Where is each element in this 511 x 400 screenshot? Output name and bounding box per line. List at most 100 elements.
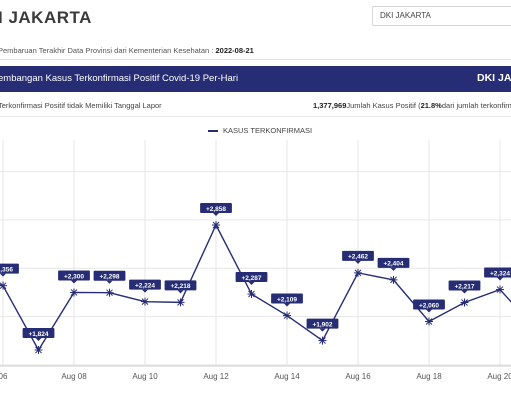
data-label: +2,218 bbox=[170, 283, 190, 290]
data-point bbox=[389, 275, 398, 284]
last-update-line: Pembaruan Terakhir Data Provinsi dari Ke… bbox=[0, 46, 254, 55]
data-label: +2,404 bbox=[383, 261, 403, 268]
point-marker bbox=[0, 282, 7, 290]
legend-swatch bbox=[208, 129, 218, 132]
total-positive-count: 1,377,969 bbox=[313, 101, 347, 110]
chart-banner-title: embangan Kasus Terkonfirmasi Positif Cov… bbox=[0, 73, 239, 84]
data-label-pointer bbox=[0, 273, 6, 277]
data-point bbox=[0, 281, 7, 290]
point-marker bbox=[425, 318, 433, 325]
data-label-box bbox=[448, 280, 481, 291]
data-label-pointer bbox=[497, 277, 503, 281]
data-label: +2,217 bbox=[454, 283, 474, 290]
point-marker bbox=[496, 286, 504, 293]
data-label: +2,462 bbox=[348, 254, 368, 261]
point-marker bbox=[106, 289, 113, 297]
point-marker bbox=[354, 269, 362, 277]
total-positive-label: Jumlah Kasus Positif ( bbox=[346, 101, 421, 110]
data-label-box bbox=[164, 280, 197, 291]
data-point bbox=[70, 288, 78, 297]
point-marker bbox=[248, 290, 255, 298]
data-label-pointer bbox=[213, 213, 219, 216]
data-label-pointer bbox=[319, 328, 326, 332]
total-positive-summary: 1,377,969Jumlah Kasus Positif (21.8%dari… bbox=[313, 101, 511, 110]
positive-percent-label: dari jumlah terkonfirmasi bbox=[441, 101, 511, 110]
data-label-pointer bbox=[248, 282, 255, 286]
data-label: +2,300 bbox=[64, 273, 84, 280]
data-label: +2,858 bbox=[206, 206, 226, 213]
data-label-box bbox=[58, 270, 90, 281]
x-tick-label: Aug 10 bbox=[132, 372, 158, 381]
data-label: +1,902 bbox=[312, 321, 332, 328]
data-label-pointer bbox=[35, 338, 42, 341]
data-point bbox=[176, 298, 185, 307]
data-point bbox=[318, 336, 327, 345]
data-label-pointer bbox=[142, 289, 148, 293]
point-marker bbox=[283, 312, 291, 319]
x-tick-label: 06 bbox=[0, 372, 8, 381]
data-label-pointer bbox=[106, 280, 113, 284]
data-label-box bbox=[93, 270, 126, 281]
chart-banner: embangan Kasus Terkonfirmasi Positif Cov… bbox=[0, 66, 511, 92]
data-label: +2,287 bbox=[241, 275, 261, 282]
point-marker bbox=[212, 221, 220, 229]
data-point bbox=[283, 311, 291, 320]
data-label: +2,324 bbox=[490, 270, 510, 277]
data-point bbox=[496, 285, 504, 294]
data-point bbox=[212, 221, 220, 229]
data-label-pointer bbox=[355, 260, 361, 264]
point-marker bbox=[70, 289, 78, 296]
data-label-box bbox=[129, 279, 161, 290]
data-label-pointer bbox=[177, 290, 184, 294]
data-label: +2,060 bbox=[419, 302, 439, 309]
data-label-box bbox=[377, 257, 410, 268]
data-point bbox=[425, 317, 433, 326]
data-label-box bbox=[235, 272, 268, 283]
data-label-pointer bbox=[461, 290, 468, 294]
data-label: +2,298 bbox=[99, 273, 119, 280]
last-update-label: Pembaruan Terakhir Data Provinsi dari Ke… bbox=[0, 46, 216, 55]
data-label-pointer bbox=[71, 280, 77, 284]
data-label-pointer bbox=[284, 303, 290, 307]
unreported-date-note: Terkonfirmasi Positif tidak Memiliki Tan… bbox=[0, 101, 162, 110]
positive-percent: 21.8% bbox=[420, 101, 442, 110]
data-label-box bbox=[22, 328, 55, 338]
data-point bbox=[105, 288, 114, 297]
data-label: +1,824 bbox=[28, 331, 48, 338]
data-point bbox=[34, 346, 43, 354]
chart-banner-region: DKI JA bbox=[477, 72, 511, 84]
data-label-box bbox=[413, 299, 445, 310]
x-tick-label: Aug 08 bbox=[61, 372, 87, 381]
last-update-date: 2022-08-21 bbox=[215, 46, 254, 55]
divider bbox=[0, 116, 511, 117]
data-label-box bbox=[484, 267, 511, 278]
x-tick-label: Aug 20 bbox=[487, 372, 511, 381]
data-label-box bbox=[0, 263, 19, 274]
data-point bbox=[460, 298, 469, 307]
chart-legend[interactable]: KASUS TERKONFIRMASI bbox=[208, 126, 312, 135]
data-point bbox=[354, 268, 362, 277]
legend-label: KASUS TERKONFIRMASI bbox=[223, 126, 313, 135]
data-label-box bbox=[200, 203, 232, 213]
divider bbox=[0, 59, 511, 60]
x-tick-label: Aug 12 bbox=[203, 372, 229, 381]
series-line bbox=[0, 223, 511, 352]
point-marker bbox=[390, 276, 397, 284]
data-label: +2,224 bbox=[135, 282, 155, 289]
data-label: +2,109 bbox=[277, 296, 297, 303]
point-marker bbox=[35, 346, 42, 354]
x-tick-label: Aug 16 bbox=[345, 372, 371, 381]
point-marker bbox=[141, 298, 149, 305]
region-select[interactable]: DKI JAKARTA bbox=[372, 6, 511, 26]
data-label-pointer bbox=[390, 267, 397, 271]
page-title: I JAKARTA bbox=[0, 8, 92, 27]
data-label-box bbox=[271, 293, 303, 304]
x-tick-label: Aug 14 bbox=[274, 372, 300, 381]
data-label-pointer bbox=[426, 309, 432, 313]
data-point bbox=[141, 297, 149, 306]
data-label-box bbox=[306, 318, 339, 329]
data-point bbox=[247, 290, 256, 299]
point-marker bbox=[319, 337, 326, 344]
